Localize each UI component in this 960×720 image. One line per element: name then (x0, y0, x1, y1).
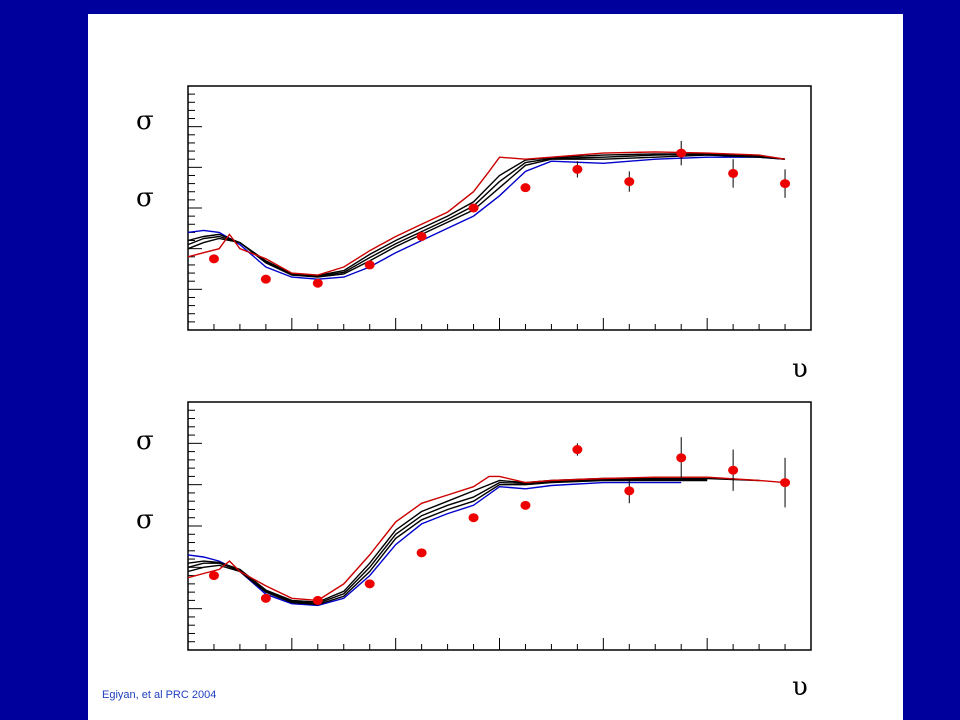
bottom-xlabel: υ (792, 672, 808, 702)
top-data-point (364, 260, 375, 270)
bottom-data-point (780, 478, 791, 488)
bottom-data-point (364, 579, 375, 589)
bottom-series-line-4 (187, 475, 786, 602)
bottom-data-point (260, 593, 271, 603)
top-ylabel-upper: σ (136, 106, 154, 136)
top-data-point (572, 164, 583, 174)
top-data-point (728, 168, 739, 178)
top-series-line-4 (187, 151, 786, 276)
bottom-data-point (624, 486, 635, 496)
charts-canvas (187, 85, 812, 651)
top-data-point (676, 148, 687, 158)
top-plot-frame (187, 85, 812, 331)
slide-panel: σ σ υ σ σ υ (88, 14, 903, 720)
bottom-ylabel-lower: σ (136, 505, 154, 535)
bottom-data-point (728, 465, 739, 475)
top-series-line-3 (187, 153, 786, 277)
bottom-data-point (468, 513, 479, 523)
top-data-point (624, 177, 635, 187)
top-data-point (416, 231, 427, 241)
top-data-point (312, 278, 323, 288)
top-series-line-2 (187, 153, 786, 278)
top-data-point (468, 203, 479, 213)
citation-text: Egiyan, et al PRC 2004 (102, 689, 217, 701)
top-data-point (520, 183, 531, 193)
top-data-point (780, 179, 791, 189)
top-series-line-1 (187, 154, 786, 278)
bottom-data-point (676, 453, 687, 463)
top-ylabel-lower: σ (136, 183, 154, 213)
bottom-ylabel-upper: σ (136, 426, 154, 456)
bottom-data-point (312, 595, 323, 605)
bottom-data-point (520, 500, 531, 510)
bottom-data-point (208, 571, 219, 581)
top-data-point (260, 274, 271, 284)
top-xlabel: υ (792, 354, 808, 384)
bottom-data-point (416, 548, 427, 558)
top-data-point (208, 254, 219, 264)
bottom-data-point (572, 445, 583, 455)
bottom-plot-frame (187, 401, 812, 651)
